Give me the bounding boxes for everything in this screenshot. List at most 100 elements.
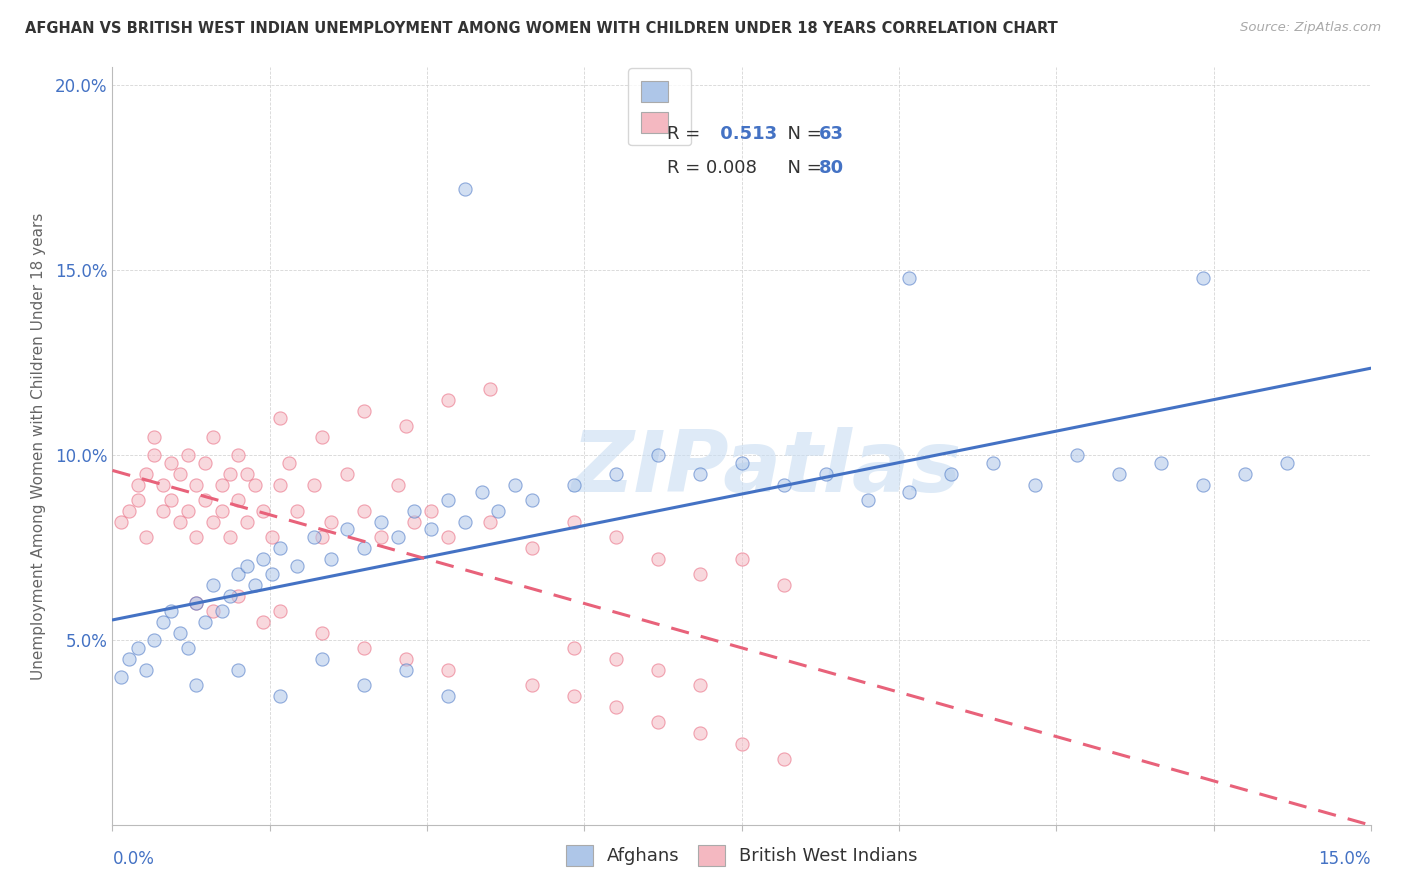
Point (186, 530, 208, 544)
Point (152, 478, 174, 492)
Point (437, 689, 460, 703)
Point (387, 530, 409, 544)
Point (689, 467, 711, 481)
Text: N =: N = (776, 159, 827, 178)
Point (311, 530, 333, 544)
Text: 0.0%: 0.0% (112, 850, 155, 868)
Point (647, 714, 669, 729)
Point (302, 478, 325, 492)
Point (898, 270, 921, 285)
Point (319, 515, 342, 529)
Point (478, 515, 502, 529)
Point (731, 551, 754, 566)
Point (605, 651, 627, 665)
Point (562, 515, 585, 529)
Point (160, 456, 183, 470)
Point (647, 551, 669, 566)
Point (228, 448, 250, 462)
Point (110, 515, 132, 529)
Point (228, 566, 250, 581)
Point (319, 551, 342, 566)
Point (135, 663, 157, 677)
Point (118, 504, 141, 518)
Point (562, 689, 585, 703)
Point (152, 615, 174, 629)
Point (160, 492, 183, 507)
Point (143, 633, 166, 648)
Point (127, 640, 149, 655)
Point (689, 677, 711, 691)
Text: AFGHAN VS BRITISH WEST INDIAN UNEMPLOYMENT AMONG WOMEN WITH CHILDREN UNDER 18 YE: AFGHAN VS BRITISH WEST INDIAN UNEMPLOYME… (25, 21, 1059, 36)
Point (395, 418, 418, 433)
Point (454, 515, 477, 529)
Y-axis label: Unemployment Among Women with Children Under 18 years: Unemployment Among Women with Children U… (31, 212, 46, 680)
Point (169, 625, 191, 640)
Point (370, 515, 392, 529)
Point (420, 504, 443, 518)
Point (235, 467, 257, 481)
Point (202, 515, 225, 529)
Point (135, 467, 157, 481)
Point (252, 615, 274, 629)
Point (160, 604, 183, 618)
Point (395, 663, 418, 677)
Point (228, 589, 250, 603)
Point (219, 467, 242, 481)
Point (252, 551, 274, 566)
Point (1066, 448, 1088, 462)
Point (471, 485, 494, 500)
Point (260, 530, 283, 544)
Point (269, 478, 291, 492)
Text: 63: 63 (820, 125, 844, 144)
Point (605, 699, 627, 714)
Point (1192, 270, 1215, 285)
Point (437, 492, 460, 507)
Point (219, 530, 242, 544)
Point (269, 604, 291, 618)
Text: N =: N = (776, 125, 827, 144)
Point (202, 430, 225, 444)
Point (1192, 478, 1215, 492)
Text: ZIPatlas: ZIPatlas (572, 427, 962, 510)
Point (772, 478, 794, 492)
Point (772, 577, 794, 591)
Point (311, 625, 333, 640)
Point (437, 663, 460, 677)
Point (353, 541, 375, 555)
Point (520, 677, 543, 691)
Point (177, 448, 200, 462)
Point (336, 467, 359, 481)
Point (562, 478, 585, 492)
Point (194, 492, 217, 507)
Point (311, 430, 333, 444)
Point (731, 737, 754, 751)
Point (941, 467, 963, 481)
Point (454, 182, 477, 196)
Point (285, 559, 308, 574)
Text: R = 0.008: R = 0.008 (668, 159, 758, 178)
Point (772, 751, 794, 765)
Point (353, 404, 375, 418)
Text: Source: ZipAtlas.com: Source: ZipAtlas.com (1240, 21, 1381, 34)
Point (143, 448, 166, 462)
Point (186, 677, 208, 691)
Point (404, 515, 426, 529)
Point (503, 478, 526, 492)
Point (118, 651, 141, 665)
Point (731, 456, 754, 470)
Point (353, 640, 375, 655)
Text: 0.513: 0.513 (714, 125, 778, 144)
Point (478, 382, 502, 396)
Point (211, 478, 233, 492)
Point (353, 677, 375, 691)
Point (228, 492, 250, 507)
Text: 15.0%: 15.0% (1319, 850, 1371, 868)
Point (395, 651, 418, 665)
Point (311, 651, 333, 665)
Point (269, 689, 291, 703)
Point (243, 478, 266, 492)
Point (1024, 478, 1046, 492)
Point (260, 566, 283, 581)
Point (814, 467, 837, 481)
Point (302, 530, 325, 544)
